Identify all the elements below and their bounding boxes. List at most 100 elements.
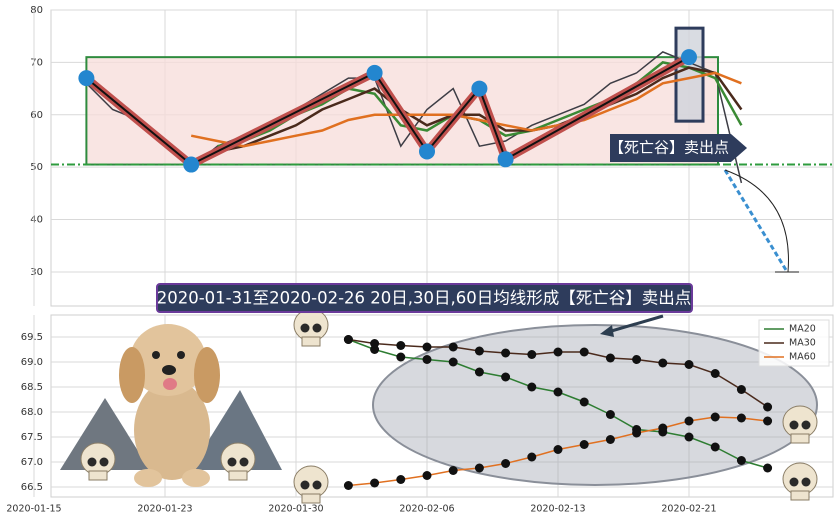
skull (293, 308, 329, 347)
data-point (763, 402, 773, 412)
pivot-point (78, 70, 95, 87)
y-tick-label: 68.0 (21, 407, 43, 418)
data-point (501, 459, 511, 468)
y-tick-label: 50 (30, 162, 43, 173)
legend-label: MA30 (789, 338, 816, 349)
pointer-arrow (607, 314, 664, 334)
dog (119, 324, 220, 487)
skull-eye (239, 457, 249, 467)
data-point (710, 442, 720, 452)
data-point (396, 352, 406, 362)
skull-head (293, 308, 329, 342)
skull-head (220, 442, 256, 476)
pivot-point (419, 143, 435, 160)
skull (80, 442, 116, 481)
data-point (658, 423, 668, 433)
skull-eye (789, 477, 799, 487)
annotation-label: 【死亡谷】卖出点 (609, 139, 729, 157)
skull-jaw (228, 470, 248, 481)
skull-eye (801, 477, 811, 487)
data-point (527, 382, 537, 392)
y-tick-label: 70 (30, 57, 43, 68)
skulls (80, 308, 818, 504)
skull-jaw (301, 493, 321, 504)
series-line (217, 66, 743, 153)
x-tick-label: 2020-02-21 (661, 504, 716, 515)
data-point (474, 346, 484, 356)
data-point (396, 475, 406, 484)
data-point (474, 463, 484, 473)
skull-eye (300, 323, 310, 333)
data-point (553, 445, 563, 454)
data-point (684, 432, 694, 442)
skull-jaw (790, 433, 810, 444)
y-tick-label: 40 (30, 215, 43, 226)
y-tick-label: 60 (30, 110, 43, 121)
data-point (632, 428, 642, 438)
skull-eye (87, 457, 97, 467)
pivot-point (366, 64, 383, 81)
label-arrow (610, 134, 747, 162)
y-tick-label: 80 (30, 5, 43, 16)
data-point (605, 410, 615, 419)
y-tick-label: 68.5 (21, 382, 43, 393)
data-point (474, 367, 484, 377)
x-tick-label: 2020-01-15 (6, 504, 61, 515)
data-point (422, 355, 432, 364)
skull (782, 462, 818, 501)
data-point (527, 452, 537, 462)
legend-label: MA60 (789, 352, 816, 363)
skull-jaw (790, 490, 810, 501)
curve-arrow (724, 169, 789, 273)
skull-jaw (301, 336, 321, 347)
skull-eye (801, 420, 811, 430)
mountain (190, 390, 282, 470)
data-point (658, 358, 668, 368)
skull (782, 405, 818, 444)
data-point (710, 412, 720, 422)
data-point (736, 456, 746, 465)
data-point (448, 357, 458, 367)
data-point (684, 416, 694, 426)
data-point (448, 466, 458, 475)
data-point (343, 481, 353, 490)
y-tick-label: 69.5 (21, 332, 43, 343)
data-point (605, 353, 615, 363)
data-point (527, 350, 537, 359)
x-tick-label: 2020-02-06 (399, 504, 454, 515)
data-point (370, 339, 380, 348)
data-point (370, 478, 380, 488)
data-point (343, 335, 353, 344)
pivot-point (183, 156, 200, 173)
skull-eye (312, 480, 322, 490)
data-point (579, 397, 589, 407)
data-point (422, 342, 432, 352)
overlay-layer: MA20 MA30 MA60 (343, 319, 830, 490)
skull-eye (300, 480, 310, 490)
pivot-point (497, 151, 514, 168)
skull-eye (99, 457, 109, 467)
data-point (684, 360, 694, 369)
series-line (190, 71, 742, 148)
data-point (763, 463, 773, 473)
data-point (396, 341, 406, 350)
y-tick-label: 69.0 (21, 357, 43, 368)
skull (220, 442, 256, 481)
data-point (579, 347, 589, 357)
title-banner (156, 283, 693, 313)
y-tick-label: 30 (30, 267, 43, 278)
decorations (60, 314, 818, 487)
data-point (501, 348, 511, 358)
y-tick-label: 67.5 (21, 432, 43, 443)
highlight-box (674, 26, 705, 123)
skull-head (782, 462, 818, 496)
y-tick-label: 67.0 (21, 457, 43, 468)
data-point (553, 347, 563, 357)
data-point (422, 471, 432, 480)
data-point (632, 355, 642, 364)
data-point (763, 416, 773, 426)
highlight-ellipse (372, 324, 818, 486)
skull-eye (312, 323, 322, 333)
skull-head (80, 442, 116, 476)
